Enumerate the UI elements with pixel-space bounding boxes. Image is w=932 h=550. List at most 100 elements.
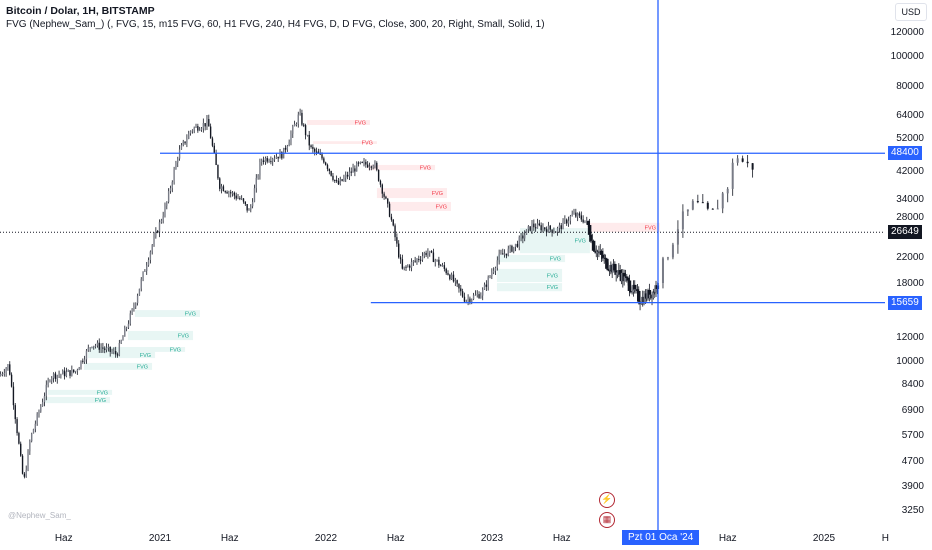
candle-body	[403, 266, 405, 269]
candle-body	[147, 259, 150, 266]
candle-body	[220, 186, 223, 189]
candle-body	[158, 222, 161, 233]
candle-body	[549, 225, 551, 230]
candle-body	[114, 351, 117, 355]
candle-body	[27, 451, 29, 470]
candle-body	[155, 230, 157, 237]
candle-body	[120, 340, 122, 344]
candle-body	[151, 245, 153, 252]
currency-button[interactable]: USD	[895, 3, 927, 21]
candle-body	[751, 163, 754, 170]
candle-body	[248, 209, 250, 211]
candle-body	[352, 168, 354, 173]
price-level-badge: 15659	[888, 295, 922, 310]
candle-body	[204, 123, 206, 127]
candle-body	[319, 153, 321, 155]
candle-body	[231, 192, 234, 194]
candle-body	[116, 354, 119, 356]
candle-body	[533, 223, 535, 228]
price-tick-label: 10000	[896, 356, 924, 367]
candle-body	[603, 257, 608, 259]
candle-body	[12, 386, 15, 406]
fvg-label: FVG	[575, 239, 586, 245]
candle-body	[38, 411, 40, 414]
candle-body	[131, 308, 133, 314]
candle-body	[441, 265, 444, 267]
candle-body	[578, 213, 581, 216]
candle-body	[191, 130, 194, 132]
candle-body	[40, 406, 42, 412]
candle-body	[507, 248, 509, 256]
candle-body	[582, 219, 584, 223]
candle-body	[390, 216, 393, 220]
candle-body	[72, 369, 75, 372]
candle-body	[576, 213, 579, 217]
candle-body	[556, 228, 559, 232]
candle-body	[233, 192, 236, 196]
candle-body	[483, 284, 486, 290]
candle-body	[627, 280, 632, 291]
candle-body	[540, 225, 542, 231]
candle-body	[500, 253, 502, 255]
candle-body	[434, 260, 436, 262]
candle-body	[250, 206, 252, 210]
candle-body	[696, 201, 699, 203]
price-tick-label: 52000	[896, 133, 924, 145]
candle-body	[655, 285, 660, 289]
candle-body	[407, 265, 409, 267]
lightning-event-icon[interactable]: ⚡	[599, 492, 615, 508]
candle-body	[575, 212, 577, 217]
candle-body	[607, 270, 612, 272]
indicator-legend[interactable]: FVG (Nephew_Sam_) (, FVG, 15, m15 FVG, 6…	[6, 19, 545, 30]
candle-body	[149, 251, 152, 260]
candle-body	[71, 369, 73, 376]
candle-body	[618, 270, 622, 275]
candle-body	[716, 208, 719, 210]
candle-body	[381, 184, 383, 194]
candle-body	[54, 373, 57, 379]
candle-body	[726, 188, 729, 194]
candle-body	[30, 433, 33, 442]
fvg-label: FVG	[97, 390, 108, 396]
candle-body	[167, 191, 170, 202]
candle-body	[469, 298, 471, 302]
candle-body	[476, 294, 478, 296]
candle-body	[591, 240, 596, 251]
fvg-box-bull	[87, 351, 156, 359]
us-flag-event-icon[interactable]: ▦	[599, 512, 615, 528]
candle-body	[681, 211, 684, 230]
candle-body	[513, 246, 515, 252]
candle-body	[275, 156, 278, 159]
price-tick-label: 6900	[901, 405, 924, 417]
candle-body	[460, 288, 462, 292]
candle-body	[18, 433, 20, 444]
candle-body	[686, 209, 689, 212]
candle-body	[308, 134, 310, 146]
candle-body	[206, 119, 208, 127]
candle-body	[98, 342, 100, 350]
candle-body	[408, 265, 411, 268]
candle-body	[359, 161, 362, 164]
time-tick-label: Haz	[54, 533, 73, 544]
candle-body	[198, 129, 201, 131]
price-tick-label: 22000	[896, 251, 924, 263]
candle-body	[3, 373, 5, 375]
candle-body	[226, 191, 228, 194]
candle-body	[635, 289, 640, 291]
candle-body	[91, 346, 93, 348]
candle-body	[671, 244, 674, 258]
price-tick-label: 3250	[901, 504, 924, 516]
fvg-box-bear	[589, 222, 660, 232]
candle-body	[41, 402, 44, 407]
candle-body	[623, 276, 628, 281]
candle-body	[593, 250, 597, 252]
price-tick-label: 42000	[896, 165, 924, 177]
candle-body	[374, 162, 376, 167]
candle-body	[279, 152, 281, 159]
candle-body	[195, 126, 197, 128]
candle-body	[78, 367, 80, 371]
price-tick-label: 100000	[890, 51, 924, 63]
candle-body	[286, 146, 289, 150]
candle-body	[363, 161, 365, 163]
